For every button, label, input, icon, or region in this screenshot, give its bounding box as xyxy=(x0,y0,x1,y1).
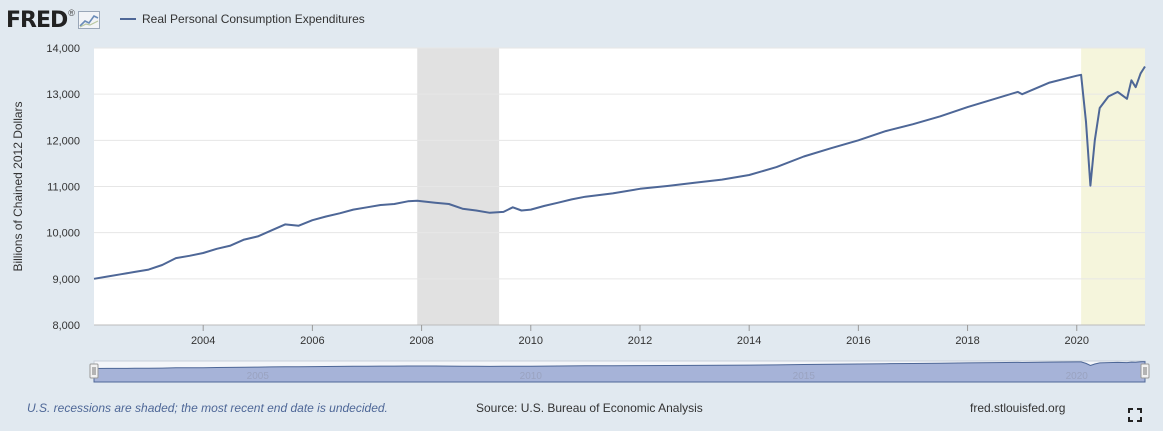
y-tick-label: 8,000 xyxy=(52,320,80,332)
y-tick-label: 9,000 xyxy=(52,274,80,286)
y-axis-title: Billions of Chained 2012 Dollars xyxy=(11,101,25,271)
y-tick-label: 12,000 xyxy=(46,135,80,147)
y-tick-label: 14,000 xyxy=(46,43,80,55)
chart-legend[interactable]: Real Personal Consumption Expenditures xyxy=(120,12,365,26)
line-graph-icon xyxy=(77,11,100,29)
fred-logo[interactable]: FRED ® xyxy=(6,6,100,34)
navigator-label: 2005 xyxy=(247,371,270,382)
x-tick-label: 2020 xyxy=(1065,335,1089,347)
legend-swatch xyxy=(120,18,136,20)
y-tick-label: 11,000 xyxy=(47,182,80,194)
navigator-left-handle[interactable] xyxy=(89,363,99,379)
x-tick-label: 2010 xyxy=(519,335,543,347)
y-tick-label: 10,000 xyxy=(46,228,80,240)
logo-text: FRED xyxy=(6,7,68,33)
navigator-right-handle[interactable] xyxy=(1140,363,1150,379)
registered-mark: ® xyxy=(68,8,75,18)
source-text: Source: U.S. Bureau of Economic Analysis xyxy=(476,401,703,415)
expand-icon[interactable] xyxy=(1128,408,1142,422)
x-tick-label: 2006 xyxy=(300,335,324,347)
fred-url-link[interactable]: fred.stlouisfed.org xyxy=(970,401,1066,415)
series-line-0[interactable] xyxy=(93,65,1146,280)
legend-label: Real Personal Consumption Expenditures xyxy=(142,12,365,26)
chart-header: FRED ® Real Personal Consumption Expendi… xyxy=(0,0,1163,40)
navigator-label: 2010 xyxy=(520,371,543,382)
x-tick-label: 2012 xyxy=(628,335,652,347)
navigator-label: 2015 xyxy=(793,371,816,382)
recession-note: U.S. recessions are shaded; the most rec… xyxy=(27,401,388,415)
navigator-label: 2020 xyxy=(1066,371,1089,382)
x-tick-label: 2014 xyxy=(737,335,761,347)
x-tick-label: 2008 xyxy=(409,335,433,347)
navigator-area xyxy=(93,361,1146,383)
x-tick-label: 2004 xyxy=(191,335,215,347)
x-tick-label: 2016 xyxy=(846,335,870,347)
y-tick-label: 13,000 xyxy=(46,89,80,101)
x-tick-label: 2018 xyxy=(955,335,979,347)
